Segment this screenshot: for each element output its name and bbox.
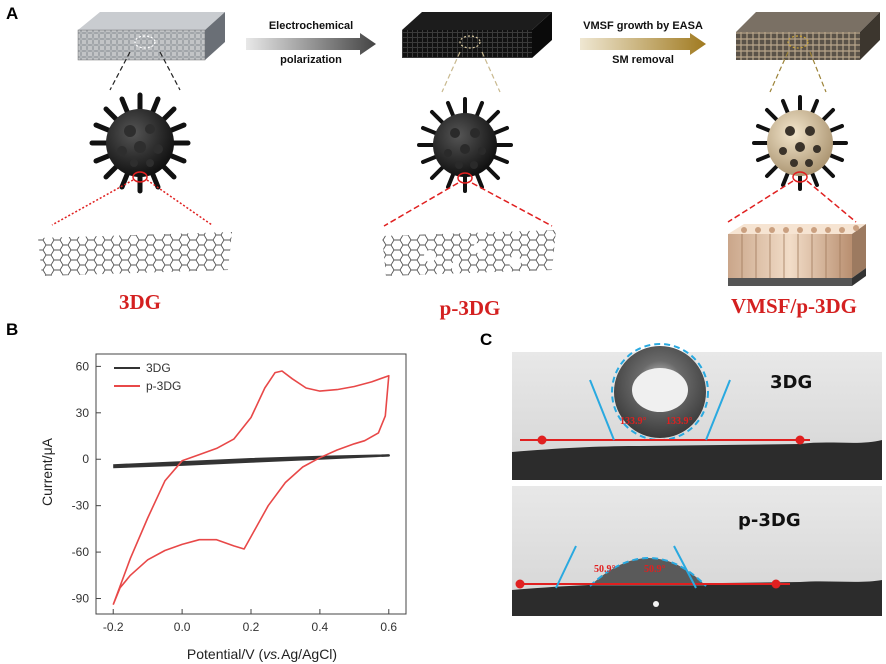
y-axis-ticks: -90 -60 -30 0 30 60 — [72, 359, 101, 606]
x-axis-title: Potential/V (vs.Ag/AgCl) — [187, 646, 337, 662]
x-tick-label: 0.6 — [380, 620, 397, 634]
arrow1-label-bottom: polarization — [280, 54, 342, 66]
sphere-vmsf — [752, 95, 848, 191]
angle-right-3dg: 133.9° — [666, 416, 693, 427]
x-tick-label: -0.2 — [103, 620, 124, 634]
legend-entry-3dg: 3DG — [146, 361, 171, 375]
label-p3dg: p-3DG — [439, 296, 501, 320]
series-line-3dg — [113, 454, 390, 469]
photo-label-3dg: 3DG — [770, 372, 812, 393]
y-tick-label: -30 — [72, 499, 90, 513]
arrow2-label-top: VMSF growth by EASA — [583, 20, 703, 32]
panel-letter-b: B — [6, 320, 19, 339]
process-arrow-2 — [580, 33, 706, 55]
process-arrow-1 — [246, 33, 376, 55]
y-tick-label: -90 — [72, 592, 90, 606]
sphere-p3dg — [417, 97, 513, 193]
label-3dg: 3DG — [119, 290, 161, 314]
panel-letter-c: C — [480, 330, 493, 349]
label-vmsf-p3dg: VMSF/p-3DG — [731, 294, 857, 318]
y-tick-label: 30 — [76, 406, 90, 420]
y-axis-title: Current/μA — [39, 437, 55, 506]
vmsf-channel-block — [728, 224, 866, 286]
x-tick-label: 0.2 — [243, 620, 260, 634]
photo-label-p3dg: p-3DG — [738, 510, 801, 531]
graphene-sheet-p3dg — [382, 230, 556, 276]
y-tick-label: 0 — [82, 452, 89, 466]
angle-left-3dg: 133.9° — [620, 416, 647, 427]
schematic-illustration — [38, 12, 880, 286]
angle-right-p3dg: 50.9° — [644, 564, 666, 575]
foam-slab-p3dg — [402, 12, 552, 58]
x-axis-ticks: -0.2 0.0 0.2 0.4 0.6 — [103, 609, 397, 634]
arrow1-label-top: Electrochemical — [268, 20, 354, 32]
sphere-3dg — [89, 92, 191, 194]
series-group — [112, 370, 390, 606]
graphene-sheet-3dg — [38, 232, 232, 276]
foam-slab-3dg — [77, 12, 225, 61]
arrow2-label-bottom: SM removal — [612, 54, 674, 66]
angle-left-p3dg: 50.9° — [594, 564, 616, 575]
x-tick-label: 0.0 — [174, 620, 191, 634]
series-line-p3dg — [112, 370, 390, 606]
y-tick-label: -60 — [72, 545, 90, 559]
y-tick-label: 60 — [76, 359, 90, 373]
photo-p3dg: p-3DG 50.9° 50.9° — [512, 486, 882, 616]
photo-3dg: 3DG 133.9° 133.9° — [512, 343, 882, 480]
panel-letter-a: A — [6, 4, 19, 23]
foam-slab-vmsf — [736, 12, 880, 60]
legend-entry-p3dg: p-3DG — [146, 379, 181, 393]
x-tick-label: 0.4 — [312, 620, 329, 634]
legend: 3DG p-3DG — [114, 361, 181, 393]
